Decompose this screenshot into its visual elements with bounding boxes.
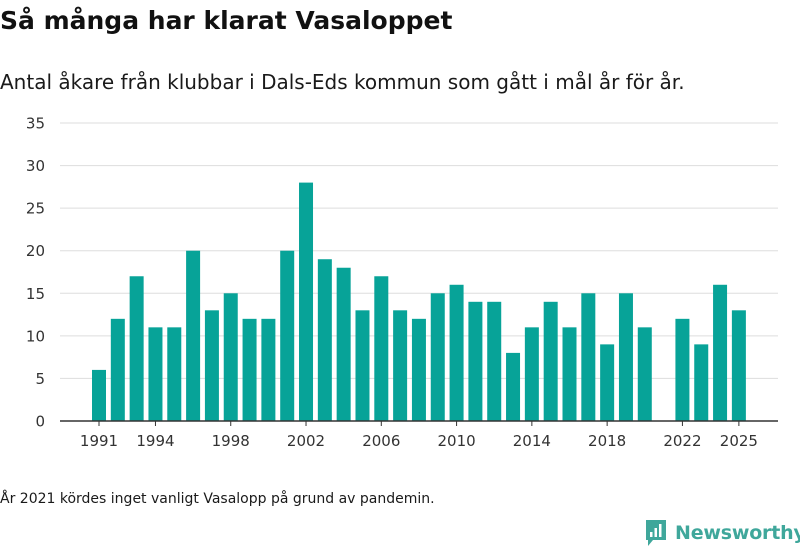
bar-2003 <box>317 259 332 421</box>
bar-1993 <box>129 276 144 421</box>
x-tick-label: 2014 <box>513 432 551 450</box>
bar-2008 <box>411 318 426 421</box>
bar-2023 <box>694 344 709 421</box>
bar-2013 <box>506 352 521 421</box>
x-tick-label: 1994 <box>136 432 174 450</box>
bar-2001 <box>280 250 295 421</box>
bar-1998 <box>223 293 238 421</box>
x-tick-label: 2022 <box>663 432 701 450</box>
bar-1997 <box>204 310 219 421</box>
bar-2015 <box>543 301 558 421</box>
x-tick-label: 1998 <box>212 432 250 450</box>
bar-2014 <box>524 327 539 421</box>
newsworthy-logo-icon <box>646 520 666 546</box>
chart-title: Så många har klarat Vasaloppet <box>0 6 453 35</box>
y-tick-label: 10 <box>26 327 45 345</box>
bar-2006 <box>374 276 389 421</box>
bar-2010 <box>449 284 464 421</box>
bar-1992 <box>110 318 125 421</box>
bar-2009 <box>430 293 445 421</box>
newsworthy-logo-text: Newsworthy <box>675 522 800 544</box>
bar-2019 <box>618 293 633 421</box>
bar-2011 <box>468 301 483 421</box>
x-tick-label: 1991 <box>80 432 118 450</box>
x-axis-ticks: 1991 1994 1998 2002 2006 2010 2014 2018 2022 2025 <box>80 421 758 450</box>
x-tick-label: 2018 <box>588 432 626 450</box>
newsworthy-logo: Newsworthy <box>644 518 800 548</box>
y-tick-label: 35 <box>26 115 45 133</box>
bar-2020 <box>637 327 652 421</box>
bar-2004 <box>336 267 351 421</box>
y-tick-label: 20 <box>26 242 45 260</box>
chart-subtitle: Antal åkare från klubbar i Dals-Eds komm… <box>0 70 685 94</box>
bar-1995 <box>167 327 182 421</box>
bar-1991 <box>92 369 106 421</box>
bar-2005 <box>355 310 370 421</box>
bar-2000 <box>261 318 276 421</box>
bar-1996 <box>186 250 201 421</box>
x-tick-label: 2002 <box>287 432 325 450</box>
bar-2012 <box>487 301 502 421</box>
bar-2022 <box>675 318 690 421</box>
y-tick-label: 25 <box>26 200 45 218</box>
bar-2018 <box>600 344 615 421</box>
bar-2025 <box>731 310 746 421</box>
footnote: År 2021 kördes inget vanligt Vasalopp på… <box>0 491 435 507</box>
y-tick-label: 0 <box>35 413 45 431</box>
bar-1994 <box>148 327 163 421</box>
bar-1999 <box>242 318 257 421</box>
bar-2024 <box>713 284 728 421</box>
bar-2002 <box>299 182 314 421</box>
bar-2007 <box>393 310 408 421</box>
x-tick-label: 2025 <box>720 432 758 450</box>
y-tick-label: 30 <box>26 157 45 175</box>
x-tick-label: 2006 <box>362 432 400 450</box>
y-axis-ticks: 0 5 10 15 20 25 30 35 <box>26 115 45 431</box>
x-tick-label: 2010 <box>437 432 475 450</box>
bar-2016 <box>562 327 577 421</box>
y-tick-label: 5 <box>35 370 45 388</box>
bar-2017 <box>581 293 596 421</box>
bars <box>92 182 746 421</box>
y-tick-label: 15 <box>26 285 45 303</box>
